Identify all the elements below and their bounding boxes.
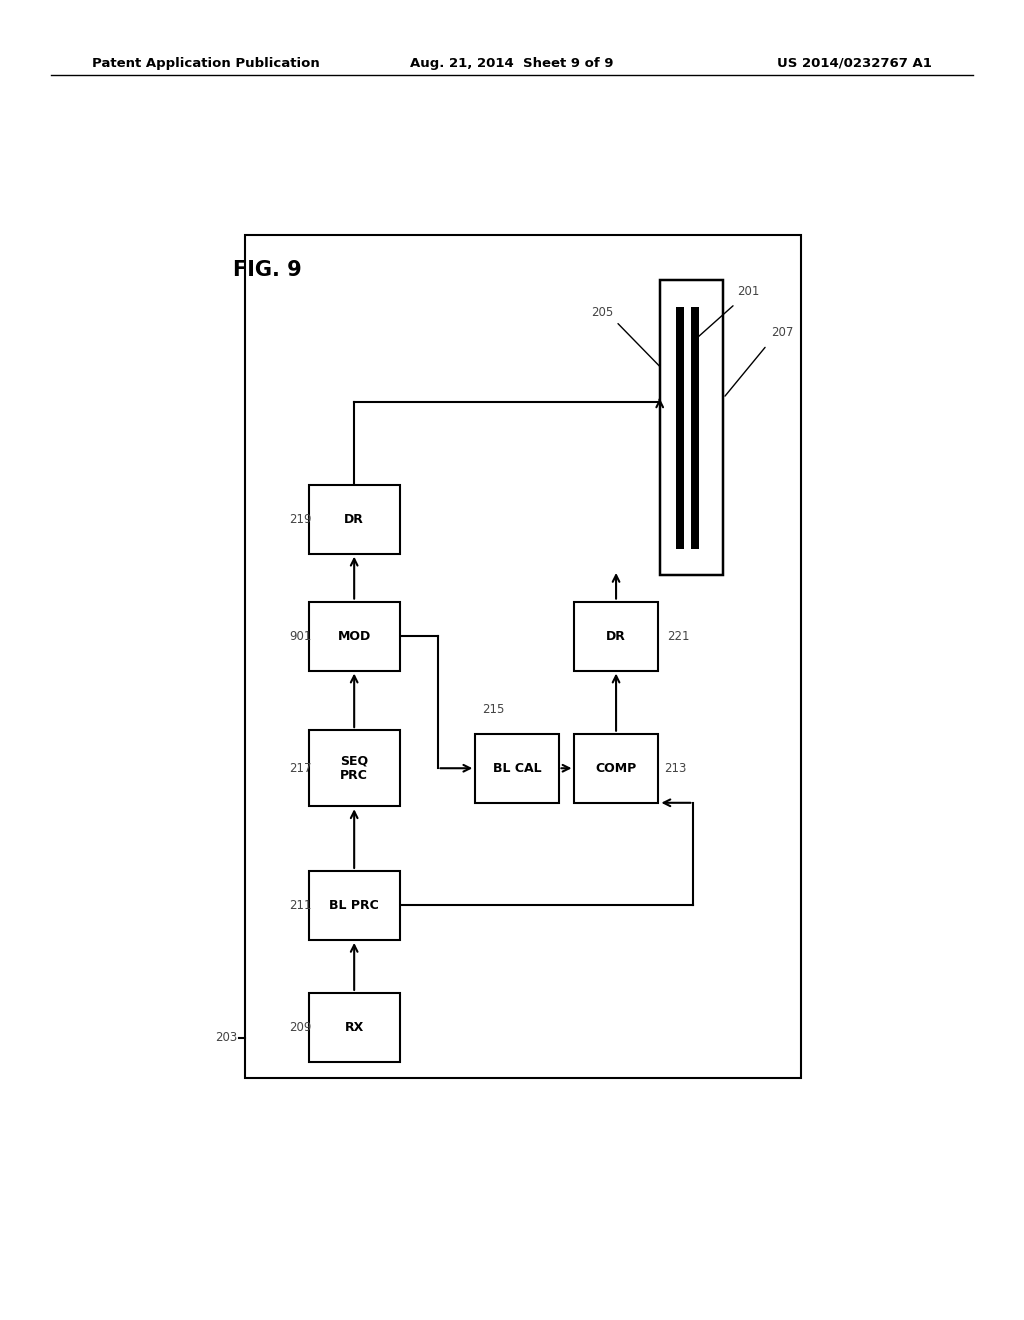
Text: 217: 217 [289, 762, 311, 775]
Bar [308, 993, 399, 1063]
Text: 221: 221 [667, 630, 689, 643]
Text: RX: RX [344, 1020, 364, 1034]
Text: 213: 213 [665, 762, 687, 775]
Text: 211: 211 [289, 899, 311, 912]
Bar [574, 602, 657, 671]
Text: Patent Application Publication: Patent Application Publication [92, 57, 319, 70]
Text: 203: 203 [215, 1031, 238, 1044]
Bar [659, 280, 723, 576]
Bar [308, 602, 399, 671]
Bar [690, 306, 698, 549]
Text: 201: 201 [737, 285, 760, 298]
Text: COMP: COMP [595, 762, 637, 775]
Text: BL CAL: BL CAL [493, 762, 541, 775]
Text: DR: DR [606, 630, 626, 643]
Text: BL PRC: BL PRC [330, 899, 379, 912]
Bar [246, 235, 801, 1078]
Text: FIG. 9: FIG. 9 [232, 260, 301, 280]
Text: DR: DR [344, 512, 365, 525]
Text: 215: 215 [482, 702, 504, 715]
Text: 207: 207 [771, 326, 794, 339]
Text: 901: 901 [289, 630, 311, 643]
Text: 219: 219 [289, 512, 311, 525]
Text: 205: 205 [592, 306, 613, 318]
Bar [677, 306, 684, 549]
Text: SEQ
PRC: SEQ PRC [340, 754, 369, 783]
Text: 209: 209 [289, 1020, 311, 1034]
Bar [475, 734, 558, 803]
Bar [574, 734, 657, 803]
Text: US 2014/0232767 A1: US 2014/0232767 A1 [777, 57, 932, 70]
Bar [308, 484, 399, 554]
Text: Aug. 21, 2014  Sheet 9 of 9: Aug. 21, 2014 Sheet 9 of 9 [411, 57, 613, 70]
Bar [308, 730, 399, 807]
Bar [308, 871, 399, 940]
Text: MOD: MOD [338, 630, 371, 643]
